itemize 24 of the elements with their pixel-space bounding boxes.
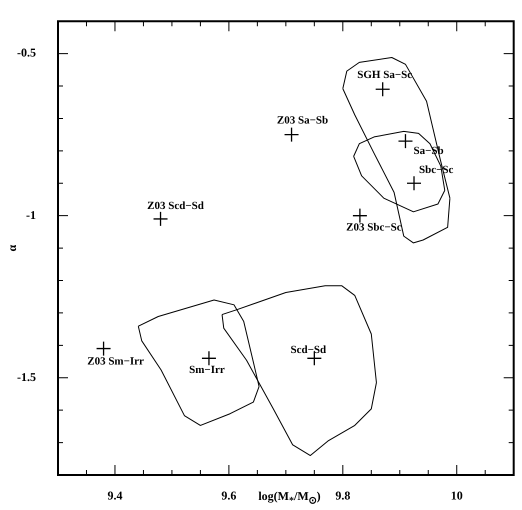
annotation: Sm−Irr bbox=[189, 364, 225, 376]
y-tick-label: -0.5 bbox=[17, 46, 36, 60]
x-tick-label: 9.6 bbox=[221, 488, 236, 502]
point bbox=[96, 340, 112, 356]
y-tick-label: -1 bbox=[26, 208, 36, 222]
point bbox=[352, 208, 368, 224]
point bbox=[201, 350, 217, 366]
annotation: Z03 Sa−Sb bbox=[276, 114, 328, 126]
annotation: Z03 Sbc−Sc bbox=[346, 222, 402, 234]
annotation: Scd−Sd bbox=[290, 344, 326, 356]
x-tick-label: 9.8 bbox=[335, 488, 350, 502]
point bbox=[284, 127, 300, 142]
x-tick-label: 9.4 bbox=[107, 488, 122, 502]
point bbox=[406, 176, 422, 191]
annotation: Z03 Sm−Irr bbox=[87, 355, 144, 368]
x-axis-title: log(M$_{*}$/M$_{⊙}$) bbox=[258, 489, 321, 506]
y-tick-label: -1.5 bbox=[17, 370, 36, 384]
point bbox=[152, 211, 168, 227]
point bbox=[375, 82, 390, 97]
x-tick-label: 10 bbox=[450, 488, 463, 502]
annotation: Z03 Scd−Sd bbox=[147, 200, 204, 212]
y-axis-title: α bbox=[5, 244, 20, 252]
point bbox=[398, 133, 414, 149]
annotation: SGH Sa−Sc bbox=[357, 69, 412, 82]
